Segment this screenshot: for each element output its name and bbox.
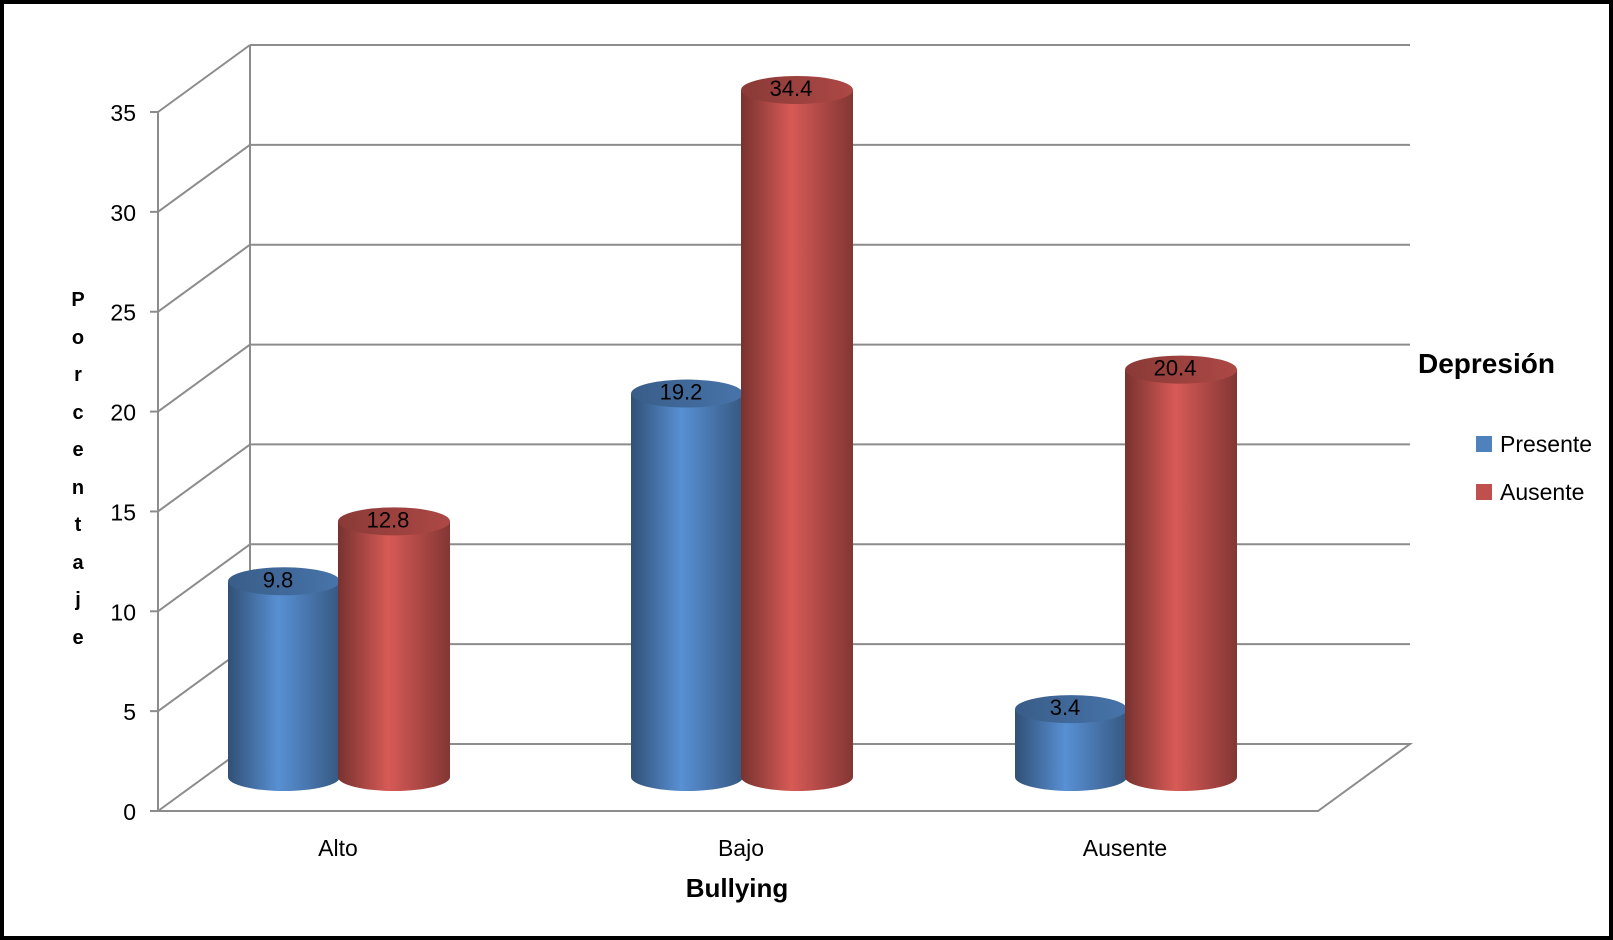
y-axis-title-letter: e <box>72 626 84 649</box>
x-tick-label: Bajo <box>718 835 764 861</box>
data-label: 12.8 <box>367 507 410 532</box>
bar-ausente-ausente <box>1125 355 1237 791</box>
y-tick-label: 10 <box>110 599 136 625</box>
x-axis-title: Bullying <box>686 873 789 903</box>
gridline-side <box>157 343 251 413</box>
y-tick-label: 35 <box>110 100 136 126</box>
bar-presente-bajo <box>631 379 743 791</box>
x-tick-labels: Alto Bajo Ausente <box>318 835 1167 861</box>
y-axis-title-letter: c <box>72 401 84 424</box>
bar-ausente-bajo <box>741 75 853 792</box>
bar-presente-alto <box>228 567 340 791</box>
y-axis-title-letter: j <box>75 589 81 611</box>
gridline-side <box>157 144 251 213</box>
y-tick-label: 15 <box>110 499 136 525</box>
data-label: 9.8 <box>263 567 294 592</box>
data-label: 34.4 <box>770 76 813 101</box>
y-axis-title-letter: P <box>71 289 85 311</box>
legend-swatch <box>1476 436 1492 452</box>
y-tick-label: 5 <box>123 699 136 725</box>
legend: Depresión Presente Ausente <box>1418 348 1592 505</box>
bars <box>228 75 1237 792</box>
legend-label: Presente <box>1500 431 1592 457</box>
y-axis-title-letter: n <box>71 476 85 499</box>
legend-label: Ausente <box>1500 479 1584 505</box>
bar-presente-ausente <box>1015 695 1127 791</box>
data-label: 3.4 <box>1050 695 1081 720</box>
y-axis-title-letter: a <box>72 551 84 574</box>
x-tick-label: Alto <box>318 835 358 861</box>
y-axis-title-letter: r <box>74 364 82 386</box>
y-axis-title-letter: o <box>71 326 85 349</box>
gridline-side <box>157 243 251 313</box>
legend-title: Depresión <box>1418 348 1555 379</box>
bar-ausente-alto <box>338 507 450 791</box>
y-tick-label: 20 <box>110 400 136 426</box>
y-tick-label: 0 <box>123 799 136 825</box>
floor <box>154 743 1414 812</box>
x-tick-label: Ausente <box>1083 835 1167 861</box>
gridline-side <box>157 443 251 513</box>
y-axis-title-letter: e <box>72 439 84 461</box>
data-labels: 9.8 12.8 19.2 34.4 3.4 20.4 <box>263 76 1197 720</box>
y-tick-label: 25 <box>110 300 136 326</box>
data-label: 20.4 <box>1154 356 1197 381</box>
gridline-side <box>157 543 251 613</box>
data-label: 19.2 <box>660 380 703 405</box>
legend-swatch <box>1476 484 1492 500</box>
y-tick-labels: 0 5 10 15 20 25 30 35 <box>110 100 136 825</box>
y-tick-label: 30 <box>110 200 136 226</box>
gridline-side <box>157 44 251 113</box>
y-axis-title-letter: t <box>74 514 82 536</box>
